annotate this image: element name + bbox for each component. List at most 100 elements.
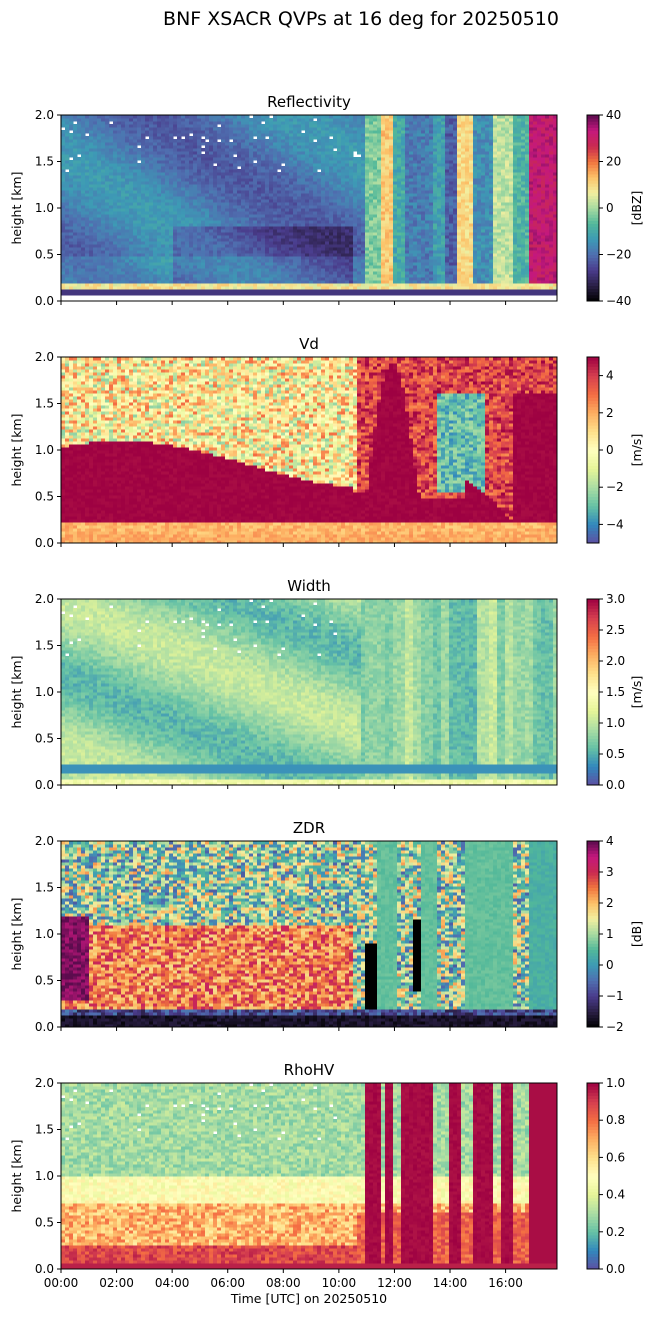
heatmap-cell: [65, 142, 70, 146]
heatmap-cell: [249, 178, 254, 182]
heatmap-cell: [97, 241, 102, 245]
heatmap-cell: [369, 289, 374, 293]
heatmap-cell: [169, 115, 174, 119]
heatmap-cell: [197, 136, 202, 140]
heatmap-cell: [317, 172, 322, 176]
heatmap-cell: [349, 196, 354, 200]
heatmap-cell: [245, 148, 250, 152]
heatmap-cell: [349, 187, 354, 191]
heatmap-cell: [269, 127, 274, 131]
heatmap-cell: [341, 121, 346, 125]
heatmap-cell: [329, 178, 334, 182]
heatmap-cell: [353, 172, 358, 176]
heatmap-cell: [85, 259, 90, 263]
heatmap-cell: [253, 250, 258, 254]
heatmap-cell: [293, 226, 298, 230]
heatmap-cell: [253, 217, 258, 221]
heatmap-cell: [257, 127, 262, 131]
heatmap-cell: [177, 148, 182, 152]
heatmap-cell: [341, 181, 346, 185]
heatmap-cell: [93, 151, 98, 155]
heatmap-cell: [377, 169, 382, 173]
heatmap-cell: [325, 169, 330, 173]
heatmap-cell: [117, 190, 122, 194]
heatmap-cell: [381, 226, 386, 230]
heatmap-cell: [197, 211, 202, 215]
heatmap-cell: [225, 235, 230, 239]
heatmap-cell: [193, 265, 198, 269]
heatmap-cell: [365, 181, 370, 185]
heatmap-cell: [357, 250, 362, 254]
heatmap-cell: [97, 148, 102, 152]
heatmap-cell: [345, 226, 350, 230]
heatmap-cell: [105, 226, 110, 230]
heatmap-cell: [101, 196, 106, 200]
heatmap-cell: [109, 184, 114, 188]
heatmap-cell: [301, 169, 306, 173]
heatmap-cell: [341, 220, 346, 224]
heatmap-cell: [305, 166, 310, 170]
heatmap-cell: [93, 229, 98, 233]
heatmap-cell: [221, 262, 226, 266]
heatmap-cell: [225, 148, 230, 152]
heatmap-cell: [181, 214, 186, 218]
heatmap-cell: [73, 229, 78, 233]
heatmap-cell: [149, 268, 154, 272]
heatmap-cell: [93, 139, 98, 143]
heatmap-cell: [353, 133, 358, 137]
heatmap-cell: [85, 127, 90, 131]
heatmap-cell: [229, 133, 234, 137]
heatmap-cell: [349, 190, 354, 194]
heatmap-cell: [169, 205, 174, 209]
heatmap-cell: [173, 169, 178, 173]
heatmap-cell: [149, 190, 154, 194]
heatmap-cell: [129, 235, 134, 239]
heatmap-cell: [201, 169, 206, 173]
heatmap-cell: [337, 205, 342, 209]
heatmap-cell: [293, 133, 298, 137]
heatmap-cell: [225, 241, 230, 245]
heatmap-cell: [373, 268, 378, 272]
heatmap-cell: [173, 124, 178, 128]
heatmap-cell: [177, 199, 182, 203]
heatmap-cell: [69, 181, 74, 185]
heatmap-cell: [381, 292, 386, 296]
heatmap-cell: [241, 151, 246, 155]
heatmap-cell: [125, 136, 130, 140]
heatmap-cell: [245, 283, 250, 287]
heatmap-cell: [297, 244, 302, 248]
heatmap-cell: [361, 154, 366, 158]
heatmap-cell: [185, 184, 190, 188]
heatmap-cell: [353, 193, 358, 197]
heatmap-cell: [249, 262, 254, 266]
heatmap-cell: [137, 259, 142, 263]
heatmap-cell: [161, 181, 166, 185]
heatmap-cell: [157, 271, 162, 275]
heatmap-cell: [317, 124, 322, 128]
heatmap-cell: [149, 163, 154, 167]
heatmap-cell: [129, 247, 134, 251]
heatmap-cell: [297, 148, 302, 152]
heatmap-cell: [201, 172, 206, 176]
heatmap-cell: [193, 145, 198, 149]
heatmap-cell: [393, 190, 398, 194]
heatmap-cell: [317, 217, 322, 221]
heatmap-cell: [113, 253, 118, 257]
heatmap-cell: [65, 289, 70, 293]
heatmap-cell: [389, 178, 394, 182]
heatmap-cell: [185, 142, 190, 146]
heatmap-cell: [305, 196, 310, 200]
heatmap-cell: [309, 214, 314, 218]
heatmap-cell: [245, 175, 250, 179]
heatmap-cell: [285, 217, 290, 221]
heatmap-cell: [349, 154, 354, 158]
heatmap-cell: [113, 115, 118, 119]
heatmap-cell: [273, 211, 278, 215]
heatmap-cell: [281, 121, 286, 125]
heatmap-cell: [257, 283, 262, 287]
heatmap-cell: [169, 193, 174, 197]
heatmap-cell: [145, 247, 150, 251]
heatmap-cell: [181, 286, 186, 290]
heatmap-cell: [89, 169, 94, 173]
heatmap-cell: [353, 217, 358, 221]
